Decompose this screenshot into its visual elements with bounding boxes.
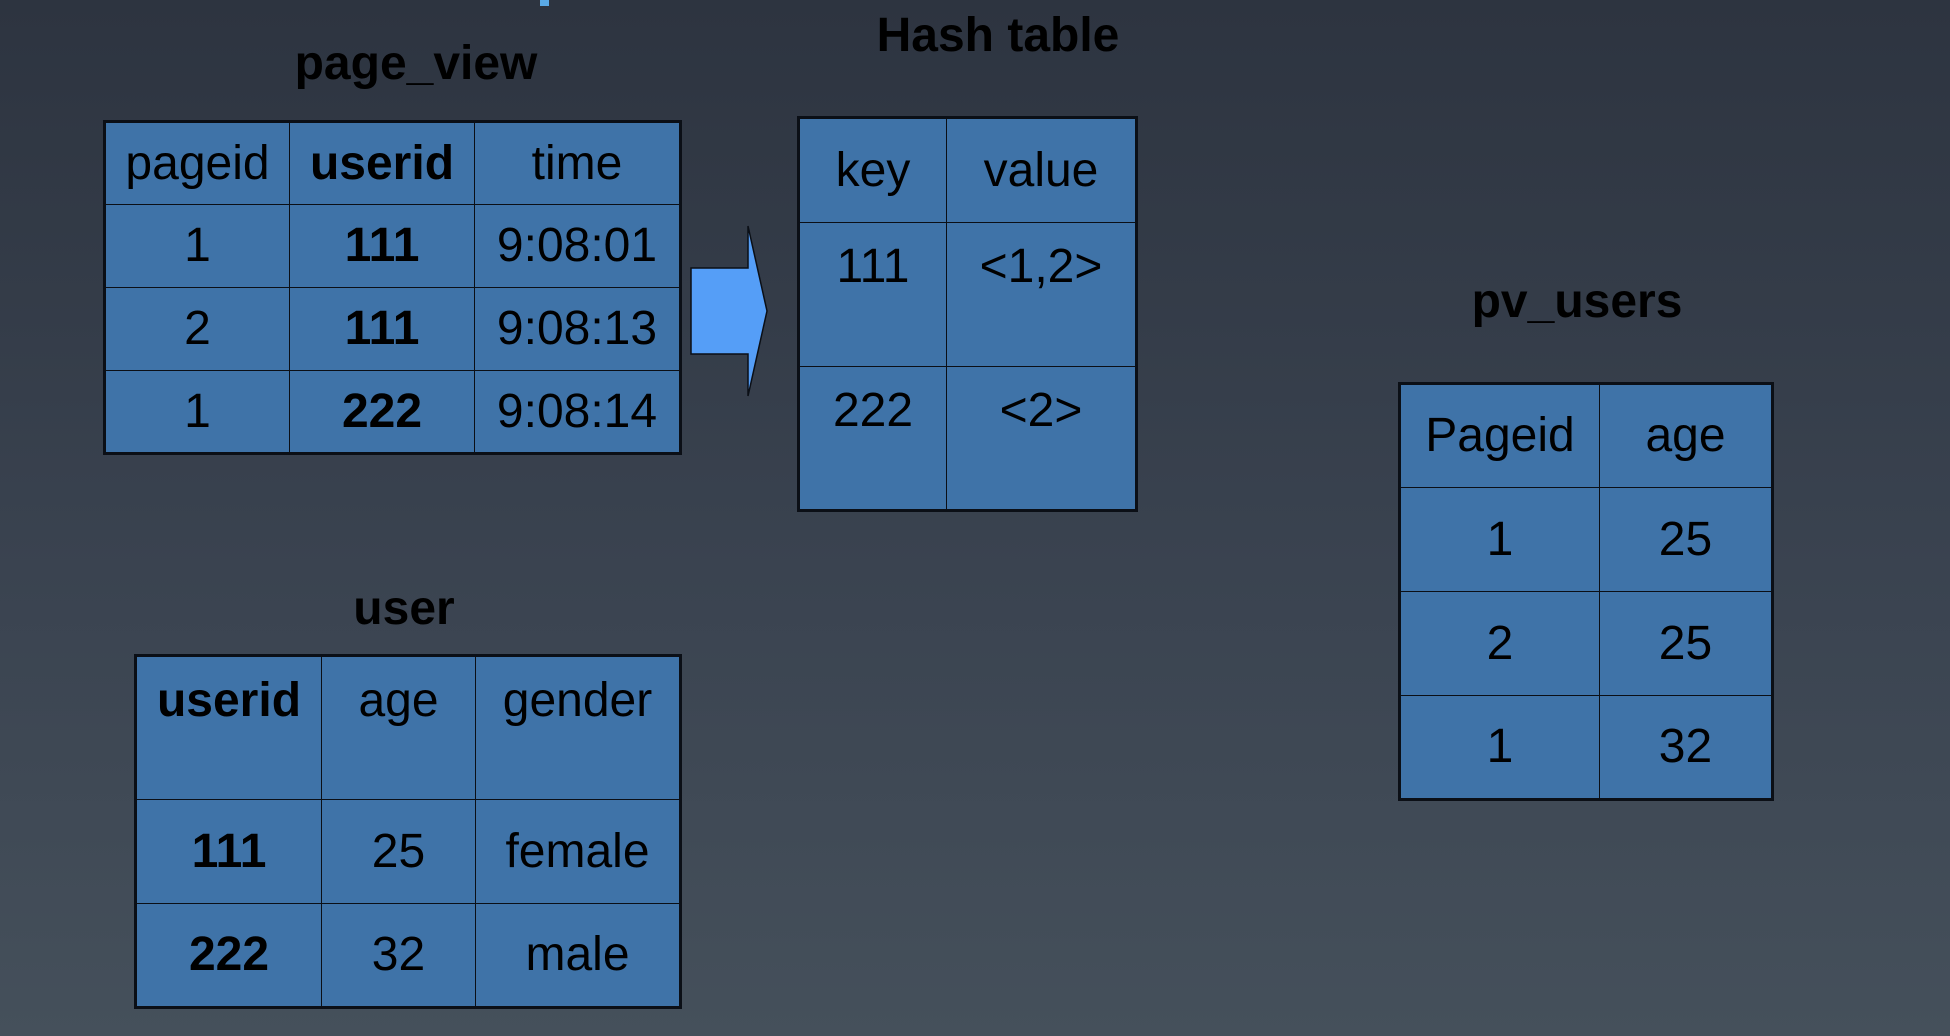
table-row: 1 25 bbox=[1399, 487, 1773, 592]
header-cell-gender: gender bbox=[475, 655, 681, 800]
table-cell: 2 bbox=[104, 287, 290, 371]
table-row: 2 111 9:08:13 bbox=[104, 287, 681, 371]
table-cell: 9:08:01 bbox=[474, 204, 681, 288]
table-cell: 2 bbox=[1399, 591, 1600, 696]
table-cell: male bbox=[475, 903, 681, 1008]
table-cell: 111 bbox=[289, 287, 475, 371]
table-header-row: pageid userid time bbox=[104, 121, 681, 205]
table-header-row: Pageid age bbox=[1399, 383, 1773, 488]
table-cell: 1 bbox=[104, 370, 290, 454]
right-arrow-icon bbox=[690, 225, 768, 397]
header-cell-age: age bbox=[1599, 383, 1773, 488]
table-cell: 1 bbox=[1399, 695, 1600, 800]
table-row: 1 32 bbox=[1399, 695, 1773, 800]
header-cell-value: value bbox=[946, 117, 1137, 223]
table-cell: <2> bbox=[946, 366, 1137, 511]
header-cell-pageid: Pageid bbox=[1399, 383, 1600, 488]
table-cell: 9:08:14 bbox=[474, 370, 681, 454]
table-row: 222 <2> bbox=[798, 366, 1137, 511]
table-row: 1 111 9:08:01 bbox=[104, 204, 681, 288]
table-cell: 1 bbox=[1399, 487, 1600, 592]
header-cell-userid: userid bbox=[135, 655, 322, 800]
header-cell-age: age bbox=[321, 655, 476, 800]
table-cell: 25 bbox=[1599, 591, 1773, 696]
page-view-table: pageid userid time 1 111 9:08:01 2 111 9… bbox=[103, 120, 682, 455]
header-cell-key: key bbox=[798, 117, 947, 223]
table-row: 111 25 female bbox=[135, 799, 681, 904]
table-cell: 25 bbox=[1599, 487, 1773, 592]
table-cell: 1 bbox=[104, 204, 290, 288]
table-cell: 32 bbox=[1599, 695, 1773, 800]
table-row: 2 25 bbox=[1399, 591, 1773, 696]
table-header-row: key value bbox=[798, 117, 1137, 223]
table-cell: 25 bbox=[321, 799, 476, 904]
table-cell: 111 bbox=[135, 799, 322, 904]
table-cell: 111 bbox=[289, 204, 475, 288]
header-cell-time: time bbox=[474, 121, 681, 205]
table-cell: 111 bbox=[798, 222, 947, 367]
table-row: 222 32 male bbox=[135, 903, 681, 1008]
accent-mark bbox=[540, 0, 549, 6]
hash-table: key value 111 <1,2> 222 <2> bbox=[797, 116, 1138, 512]
header-cell-pageid: pageid bbox=[104, 121, 290, 205]
table-cell: 9:08:13 bbox=[474, 287, 681, 371]
table-cell: 222 bbox=[289, 370, 475, 454]
table-row: 1 222 9:08:14 bbox=[104, 370, 681, 454]
header-cell-userid: userid bbox=[289, 121, 475, 205]
table-cell: female bbox=[475, 799, 681, 904]
user-table: userid age gender 111 25 female 222 32 m… bbox=[134, 654, 682, 1009]
hash-table-title: Hash table bbox=[876, 9, 1120, 62]
table-row: 111 <1,2> bbox=[798, 222, 1137, 367]
table-header-row: userid age gender bbox=[135, 655, 681, 800]
table-cell: 222 bbox=[135, 903, 322, 1008]
table-cell: 222 bbox=[798, 366, 947, 511]
table-cell: <1,2> bbox=[946, 222, 1137, 367]
table-cell: 32 bbox=[321, 903, 476, 1008]
page-view-title: page_view bbox=[294, 37, 538, 90]
user-title: user bbox=[353, 582, 455, 635]
pv-users-title: pv_users bbox=[1471, 275, 1683, 328]
pv-users-table: Pageid age 1 25 2 25 1 32 bbox=[1398, 382, 1774, 801]
